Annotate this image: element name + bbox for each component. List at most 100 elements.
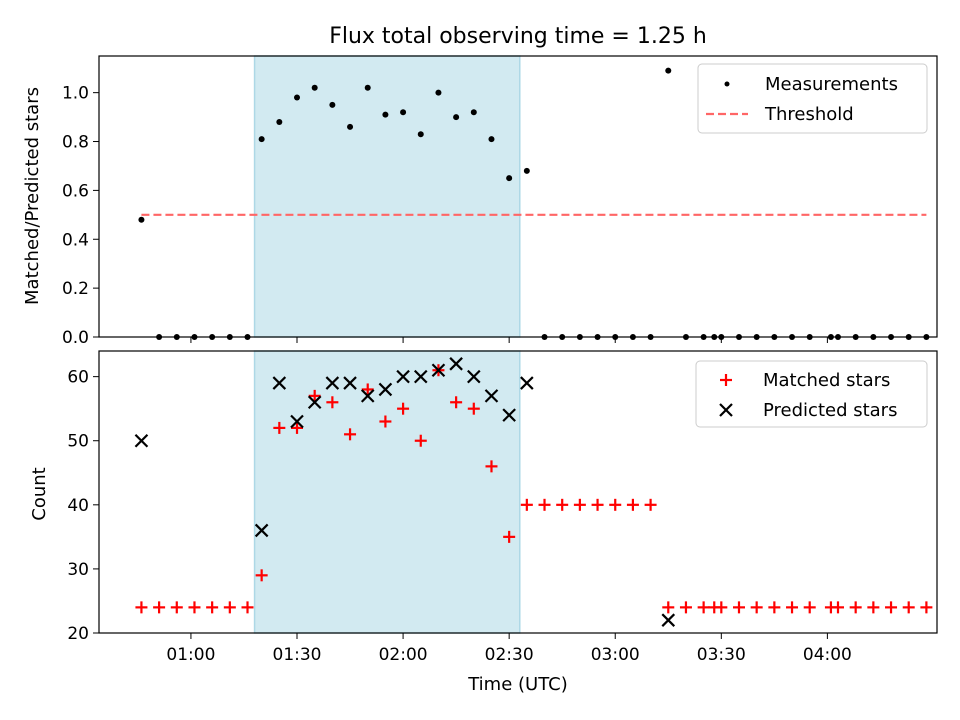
measurement-point	[329, 101, 336, 108]
top-y-axis-label: Matched/Predicted stars	[22, 87, 43, 305]
matched-point	[732, 601, 745, 614]
matched-point	[573, 498, 586, 511]
predicted-point	[661, 613, 676, 627]
measurement-point	[311, 84, 318, 91]
predicted-point	[502, 408, 516, 422]
predicted-point	[520, 376, 534, 390]
measurement-point	[294, 94, 301, 101]
matched-point	[902, 601, 915, 614]
xtick-label: 02:30	[485, 645, 534, 665]
matched-point	[768, 601, 781, 614]
matched-point	[450, 396, 463, 409]
matched-point	[679, 601, 692, 614]
predicted-point	[467, 369, 481, 384]
matched-point	[170, 601, 183, 614]
predicted-point	[290, 414, 304, 429]
matched-point	[885, 601, 898, 614]
measurement-point	[276, 118, 283, 125]
predicted-point	[307, 395, 322, 410]
matched-point	[697, 601, 710, 614]
matched-point	[626, 498, 639, 511]
legend-predicted-label: Predicted stars	[763, 400, 897, 421]
predicted-point	[484, 389, 499, 403]
matched-point	[644, 498, 657, 511]
matched-point	[867, 601, 880, 614]
matched-point	[803, 601, 816, 614]
measurement-point	[400, 109, 407, 116]
bottom-legend: Matched stars Predicted stars	[695, 360, 928, 428]
x-axis-label: Time (UTC)	[467, 674, 568, 695]
top-legend: Measurements Threshold	[697, 63, 928, 134]
matched-point	[135, 601, 148, 614]
measurement-point	[470, 109, 477, 116]
predicted-point	[134, 433, 149, 448]
measurement-point	[138, 216, 145, 223]
top-ytick-label: 0.8	[62, 133, 89, 153]
xtick-label: 03:00	[591, 645, 640, 665]
matched-point	[831, 601, 844, 614]
bottom-ytick-label: 50	[67, 432, 89, 452]
predicted-point	[413, 369, 428, 384]
matched-point	[591, 498, 604, 511]
bottom-ytick-label: 40	[67, 496, 89, 516]
predicted-point	[360, 389, 375, 403]
xtick-label: 01:30	[273, 645, 322, 665]
bottom-axes-frame	[98, 350, 938, 634]
bottom-panel: 20 30 40 50 60 01:00 01:30 02:00 02:30 03:00 03:30…	[67, 350, 938, 665]
xtick-label: 01:00	[166, 645, 215, 665]
matched-point	[715, 601, 728, 614]
xtick-label: 04:00	[803, 645, 852, 665]
top-shaded-interval	[253, 55, 521, 338]
legend-measurements-marker	[724, 81, 730, 87]
predicted-point	[449, 357, 463, 371]
predicted-point	[378, 382, 393, 397]
predicted-point	[254, 523, 269, 538]
measurement-point	[382, 111, 389, 118]
matched-point	[326, 396, 339, 409]
top-ytick-label: 0.4	[62, 230, 89, 250]
matched-point	[520, 498, 533, 511]
measurement-point	[258, 136, 265, 143]
legend-predicted-marker	[719, 403, 733, 417]
legend-measurements-label: Measurements	[765, 74, 898, 95]
bottom-ytick-label: 60	[67, 368, 89, 388]
matched-point	[188, 601, 201, 614]
measurement-point	[347, 123, 354, 130]
matched-point	[556, 498, 569, 511]
measurement-point	[488, 136, 495, 143]
matched-point	[273, 421, 286, 434]
matched-point	[503, 530, 516, 543]
bottom-legend-frame	[695, 360, 928, 428]
matched-point	[414, 434, 427, 447]
matched-point	[786, 601, 799, 614]
matched-point	[308, 389, 321, 402]
matched-point	[485, 460, 498, 473]
matched-point	[750, 601, 763, 614]
matched-point	[467, 402, 480, 415]
top-ytick-label: 1.0	[62, 84, 89, 104]
legend-matched-label: Matched stars	[763, 370, 890, 391]
top-legend-frame	[697, 63, 928, 134]
top-ytick-label: 0.6	[62, 181, 89, 201]
predicted-point	[325, 376, 340, 390]
predicted-point	[431, 363, 446, 378]
matched-point	[223, 601, 236, 614]
matched-point	[920, 601, 933, 614]
predicted-point	[272, 376, 287, 390]
matched-point	[538, 498, 551, 511]
bottom-ytick-label: 20	[67, 624, 89, 644]
xtick-label: 03:30	[697, 645, 746, 665]
matched-point	[291, 421, 304, 434]
measurement-point	[435, 89, 442, 96]
bottom-y-axis-label: Count	[29, 467, 50, 520]
matched-point	[397, 402, 410, 415]
top-ytick-label: 0.2	[62, 279, 89, 299]
chart-title: Flux total observing time = 1.25 h	[329, 24, 707, 49]
bottom-shaded-interval	[253, 350, 521, 634]
matched-point	[662, 601, 675, 614]
matched-point	[609, 498, 622, 511]
measurement-point	[453, 114, 460, 121]
matched-point	[255, 569, 268, 582]
measurement-point	[506, 175, 513, 182]
